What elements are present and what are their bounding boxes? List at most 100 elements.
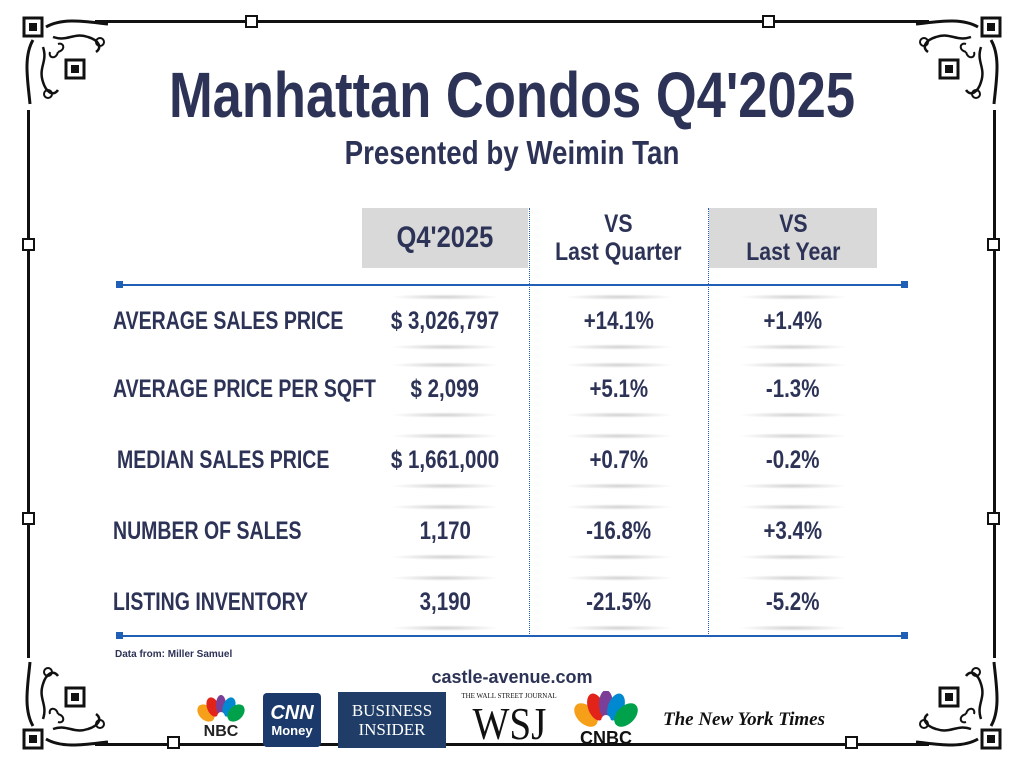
page-subtitle: Presented by Weimin Tan (344, 134, 680, 171)
cell-shadow (738, 362, 848, 368)
business-wordmark: BUSINESS (351, 701, 433, 720)
nyt-logo: The New York Times (654, 703, 834, 737)
wsj-logo: THE WALL STREET JOURNAL WSJ (458, 690, 560, 748)
header-vs-label: VS (604, 210, 633, 238)
cell-shadow (738, 344, 848, 350)
row-vs-quarter-text: -16.8% (586, 517, 651, 545)
frame-right-line (993, 110, 996, 658)
cell-shadow (738, 504, 848, 510)
header-vs-last-quarter: VS Last Quarter (530, 208, 707, 268)
frame-node (22, 238, 35, 251)
cnbc-logo: CNBC (566, 690, 646, 748)
row-vs-year-text: -0.2% (766, 446, 820, 474)
cell-shadow (563, 344, 674, 350)
cell-shadow (563, 483, 674, 489)
table-top-rule (116, 281, 908, 288)
row-vs-year: -1.3% (709, 375, 877, 404)
corner-ornament-top-right (915, 16, 1002, 105)
row-value: $ 3,026,797 (362, 307, 528, 336)
nbc-logo: NBC (193, 690, 249, 746)
peacock-icon (574, 691, 638, 727)
cell-shadow (563, 554, 674, 560)
cell-shadow (390, 504, 500, 510)
corner-ornament-bottom-right (915, 661, 1002, 750)
cell-shadow (390, 625, 500, 631)
cell-shadow (738, 412, 848, 418)
header-current-quarter: Q4'2025 (362, 208, 528, 268)
website-link[interactable]: castle-avenue.com (431, 667, 593, 687)
header-current-quarter-label: Q4'2025 (396, 221, 494, 254)
cell-shadow (563, 575, 674, 581)
row-vs-year: +1.4% (709, 307, 877, 336)
cell-shadow (390, 362, 500, 368)
cell-shadow (563, 433, 674, 439)
cnbc-wordmark: CNBC (580, 728, 632, 748)
cnn-wordmark: CNN (270, 701, 314, 724)
row-label: MEDIAN SALES PRICE (117, 446, 330, 474)
row-value: 3,190 (362, 588, 528, 617)
cnn-money-logo: CNN Money (263, 693, 321, 747)
cell-shadow (390, 433, 500, 439)
cell-shadow (563, 294, 674, 300)
row-vs-quarter-text: +0.7% (589, 446, 648, 474)
cell-shadow (738, 483, 848, 489)
row-value-text: 1,170 (419, 517, 471, 545)
cell-shadow (390, 483, 500, 489)
frame-node (245, 15, 258, 28)
row-vs-quarter-text: +14.1% (583, 307, 654, 335)
page-title: Manhattan Condos Q4'2025 (168, 59, 856, 131)
row-vs-quarter-text: -21.5% (586, 588, 651, 616)
cell-shadow (738, 294, 848, 300)
row-vs-year-text: +3.4% (763, 517, 823, 545)
row-vs-year-text: -1.3% (766, 375, 820, 403)
cell-shadow (738, 554, 848, 560)
row-vs-quarter: -16.8% (530, 517, 707, 546)
cell-shadow (738, 625, 848, 631)
insider-wordmark: INSIDER (358, 720, 426, 739)
frame-left-line (27, 110, 30, 658)
row-label: NUMBER OF SALES (113, 517, 302, 545)
header-last-quarter-label: Last Quarter (555, 238, 682, 266)
frame-node (762, 15, 775, 28)
row-label: LISTING INVENTORY (113, 588, 309, 616)
cell-shadow (390, 412, 500, 418)
peacock-icon (197, 695, 245, 722)
row-vs-quarter: +5.1% (530, 375, 707, 404)
cell-shadow (390, 554, 500, 560)
corner-ornament-bottom-left (22, 661, 109, 750)
table-bottom-rule (116, 632, 908, 639)
row-label: AVERAGE SALES PRICE (113, 307, 344, 335)
nbc-wordmark: NBC (203, 723, 239, 740)
row-vs-year: -0.2% (709, 446, 877, 475)
cell-shadow (563, 504, 674, 510)
frame-node (987, 512, 1000, 525)
header-last-year-label: Last Year (745, 238, 841, 266)
row-vs-quarter: +0.7% (530, 446, 707, 475)
row-vs-year: -5.2% (709, 588, 877, 617)
column-divider (529, 208, 530, 636)
cell-shadow (563, 362, 674, 368)
wsj-wordmark: WSJ (472, 697, 546, 749)
cell-shadow (390, 344, 500, 350)
wsj-tagline: THE WALL STREET JOURNAL (461, 691, 557, 700)
business-insider-logo: BUSINESS INSIDER (338, 692, 446, 748)
frame-node (987, 238, 1000, 251)
row-value-text: $ 3,026,797 (390, 307, 500, 335)
row-vs-year-text: +1.4% (763, 307, 823, 335)
corner-ornament-top-left (22, 16, 109, 105)
frame-node (167, 736, 180, 749)
row-value: $ 2,099 (362, 375, 528, 404)
row-vs-quarter-text: +5.1% (589, 375, 648, 403)
frame-node (22, 512, 35, 525)
row-vs-quarter: +14.1% (530, 307, 707, 336)
cell-shadow (390, 294, 500, 300)
header-vs-last-year: VS Last Year (709, 208, 877, 268)
data-source-note: Data from: Miller Samuel (115, 649, 233, 660)
cell-shadow (738, 433, 848, 439)
row-value-text: 3,190 (419, 588, 471, 616)
money-wordmark: Money (271, 722, 313, 738)
row-value-text: $ 1,661,000 (390, 446, 500, 474)
column-divider (708, 208, 709, 636)
cell-shadow (563, 412, 674, 418)
nyt-wordmark: The New York Times (662, 709, 826, 730)
